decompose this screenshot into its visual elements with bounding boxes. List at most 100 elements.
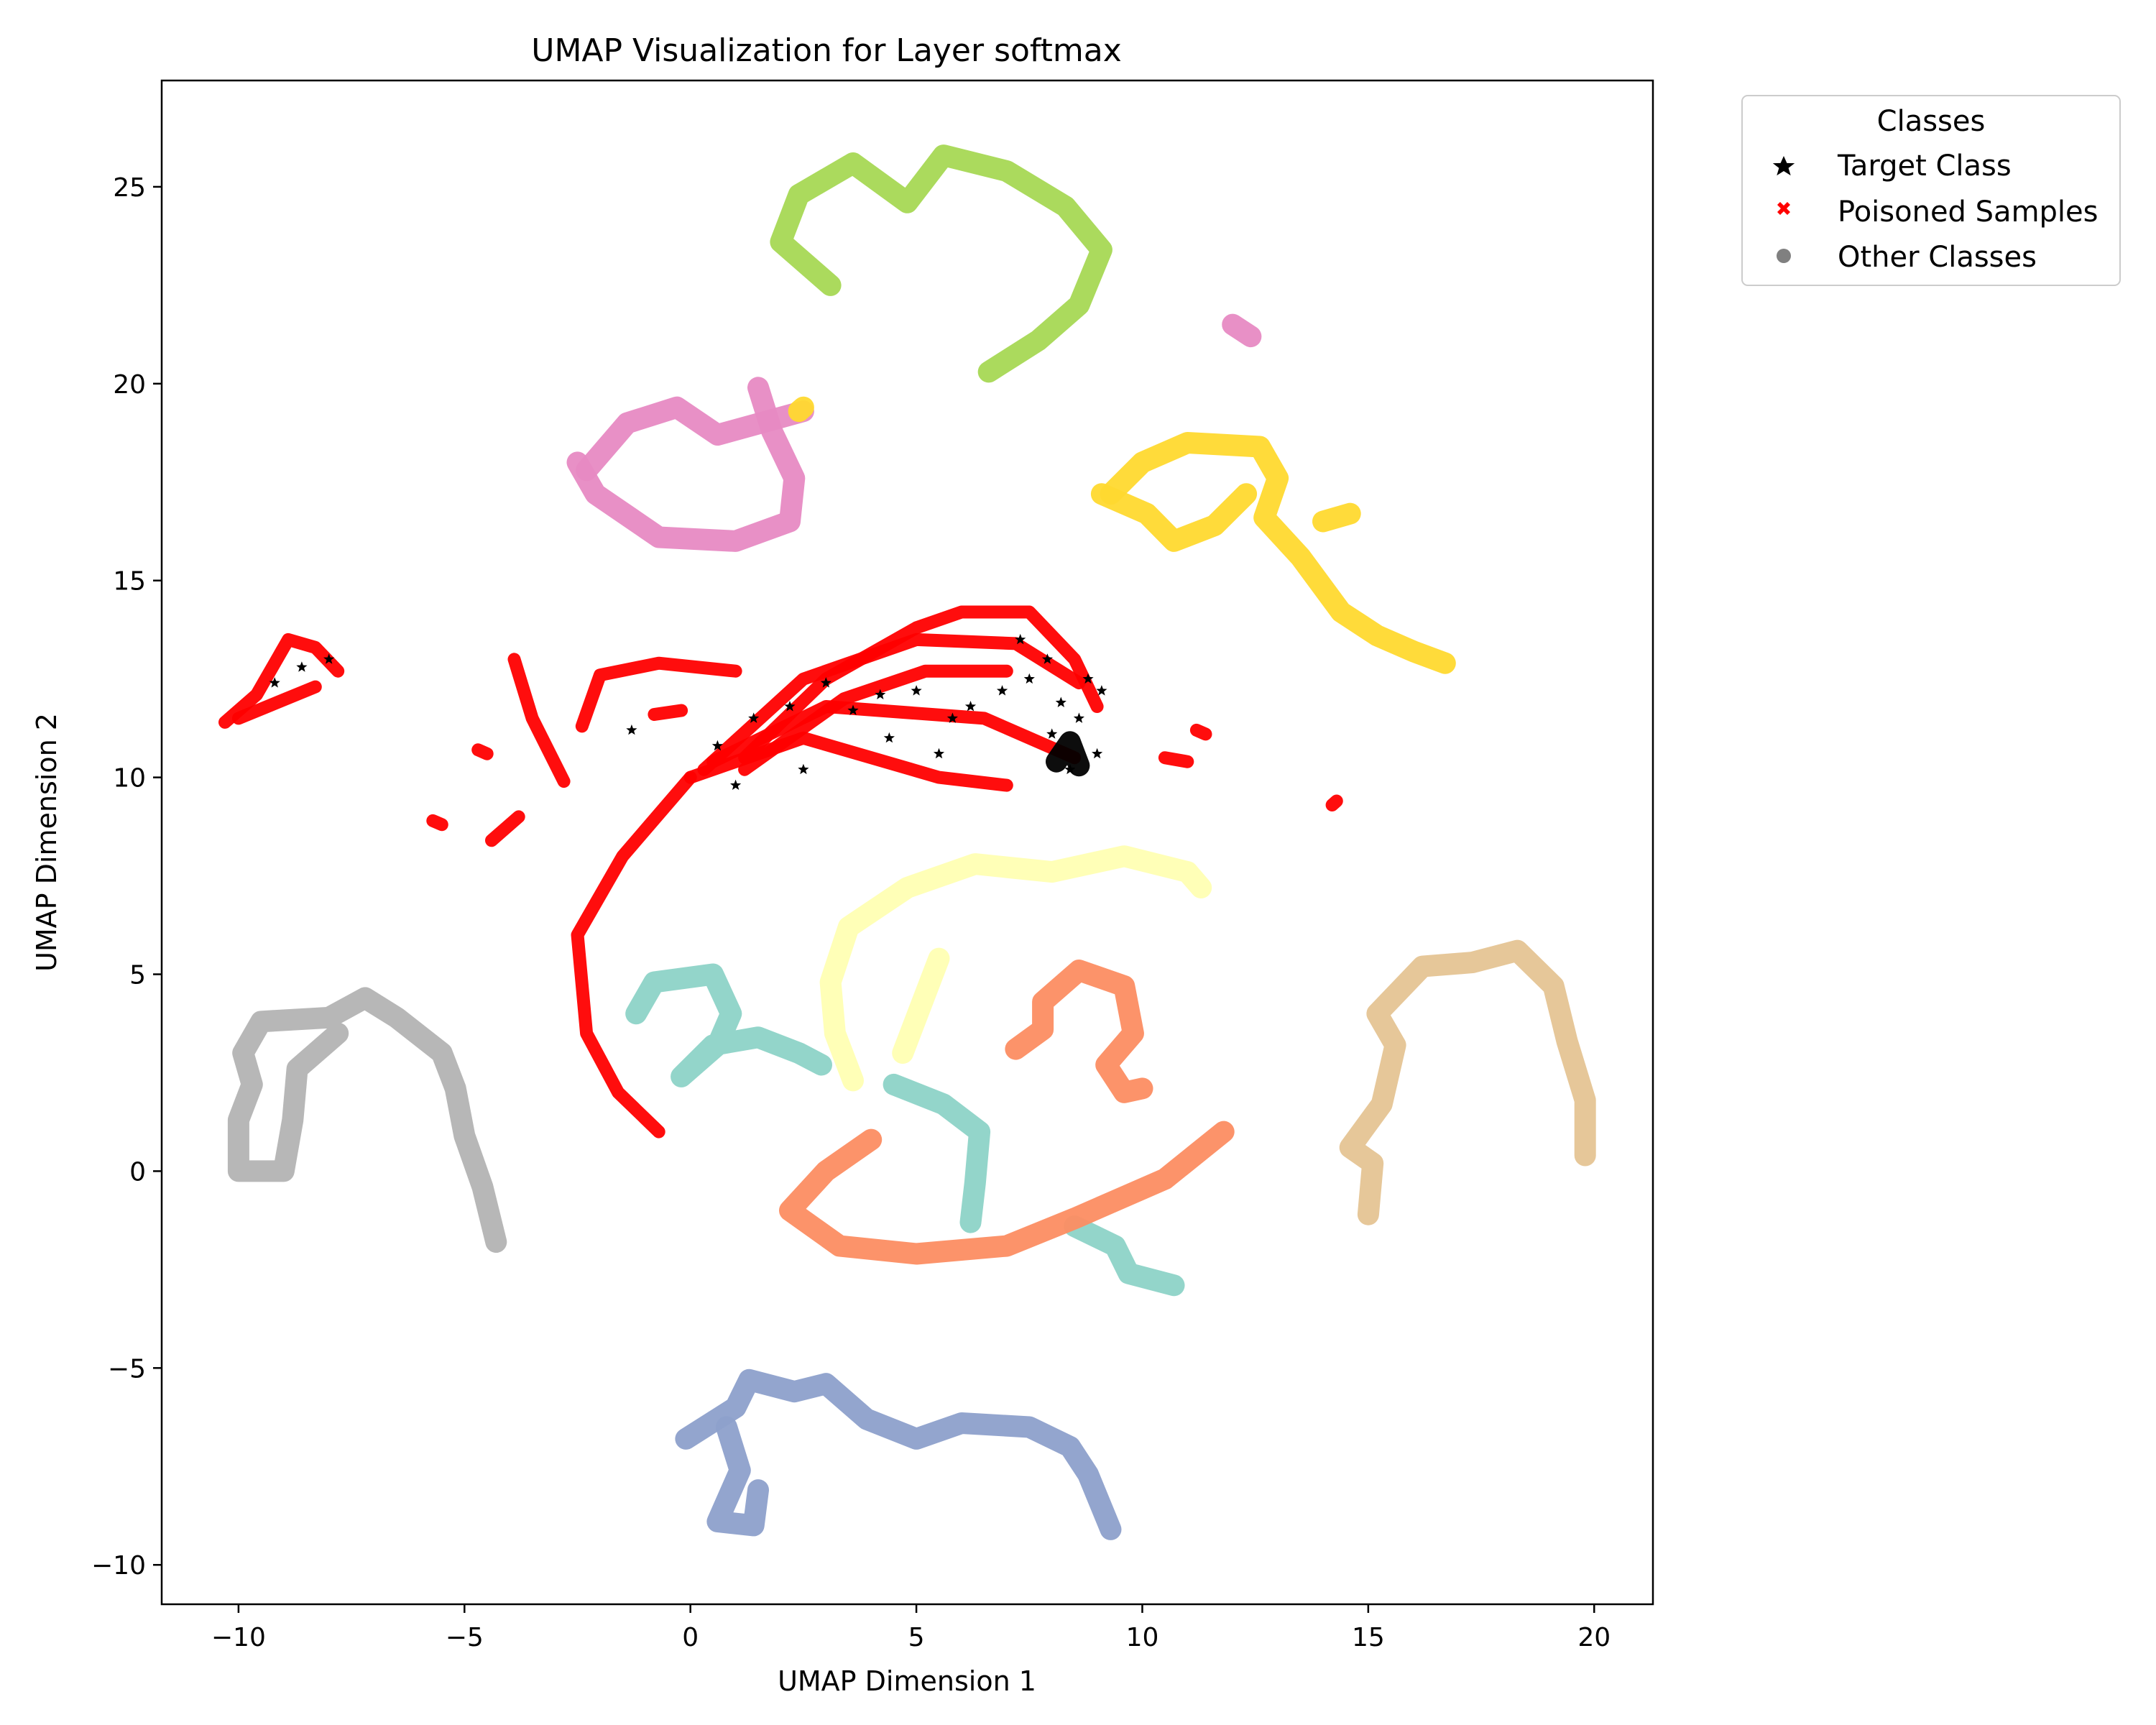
target-class-point-12 bbox=[1041, 653, 1053, 664]
target-class-point-19 bbox=[1092, 748, 1103, 759]
y-axis: −10 −5 0 5 10 15 20 25 bbox=[91, 173, 162, 1581]
target-class-point-2 bbox=[323, 653, 335, 664]
circle-marker-icon bbox=[1777, 249, 1791, 263]
series-7-stroke-0 bbox=[1046, 731, 1090, 777]
target-class-point-3 bbox=[748, 712, 760, 723]
series-9-stroke-2 bbox=[1064, 1215, 1185, 1297]
series-5-stroke-7 bbox=[697, 632, 1086, 776]
series-8-stroke-0 bbox=[819, 845, 1212, 1092]
series-5-stroke-6 bbox=[683, 731, 1013, 792]
series-12-stroke-0 bbox=[227, 987, 507, 1253]
series-1 bbox=[566, 377, 814, 552]
legend-item-target-class: Target Class bbox=[1772, 150, 2012, 183]
series-6-stroke-2 bbox=[485, 810, 525, 847]
target-class-point-15 bbox=[1096, 685, 1107, 696]
series-13-stroke-0 bbox=[675, 1368, 1122, 1540]
target-class-point-1 bbox=[296, 661, 308, 672]
series-6-stroke-3 bbox=[1158, 751, 1194, 768]
target-class-point-23 bbox=[730, 779, 742, 790]
series-6 bbox=[426, 723, 1343, 847]
series-10 bbox=[779, 960, 1235, 1265]
x-tick-label-0: −10 bbox=[211, 1623, 266, 1652]
series-5-stroke-1 bbox=[575, 656, 742, 733]
target-class-point-4 bbox=[784, 701, 796, 712]
legend-label-other-classes: Other Classes bbox=[1838, 241, 2037, 274]
y-tick-label-4: 10 bbox=[113, 764, 146, 794]
x-marker-icon bbox=[1777, 202, 1790, 215]
series-9-stroke-0 bbox=[625, 963, 832, 1087]
series-8 bbox=[819, 845, 1212, 1092]
series-11 bbox=[1339, 939, 1596, 1225]
series-12 bbox=[227, 987, 507, 1253]
legend: Classes Target Class Poisoned Samples Ot… bbox=[1741, 95, 2121, 286]
target-class-point-6 bbox=[847, 704, 859, 715]
x-tick-label-3: 5 bbox=[908, 1623, 925, 1652]
series-4-stroke-0 bbox=[218, 632, 345, 729]
series-3-stroke-2 bbox=[1312, 502, 1361, 533]
chart-title: UMAP Visualization for Layer softmax bbox=[531, 32, 1122, 69]
legend-item-poisoned-samples: Poisoned Samples bbox=[1777, 196, 2098, 229]
target-class-point-24 bbox=[711, 740, 723, 751]
target-class-point-20 bbox=[883, 732, 895, 743]
series-9 bbox=[625, 963, 1185, 1297]
legend-title: Classes bbox=[1877, 105, 1986, 138]
legend-frame bbox=[1741, 95, 2121, 286]
series-3-stroke-0 bbox=[1100, 432, 1456, 674]
series-10-stroke-1 bbox=[779, 1121, 1235, 1265]
series-7 bbox=[1046, 731, 1090, 777]
series-14 bbox=[788, 396, 814, 423]
x-tick-label-4: 10 bbox=[1126, 1623, 1159, 1652]
series-1-stroke-0 bbox=[566, 377, 806, 552]
target-class-point-5 bbox=[820, 677, 831, 688]
series-3-stroke-1 bbox=[1090, 483, 1258, 552]
legend-item-other-classes: Other Classes bbox=[1777, 241, 2037, 274]
target-class-stars bbox=[269, 633, 1107, 790]
target-class-point-0 bbox=[269, 677, 280, 688]
target-class-point-14 bbox=[1082, 673, 1094, 684]
plot-data bbox=[218, 144, 1596, 1540]
series-13 bbox=[675, 1368, 1122, 1540]
target-class-point-11 bbox=[1015, 633, 1026, 645]
y-tick-label-2: 0 bbox=[129, 1157, 146, 1187]
target-class-point-9 bbox=[946, 712, 958, 723]
target-class-point-17 bbox=[1046, 728, 1058, 739]
series-3 bbox=[1090, 432, 1456, 674]
plot-frame bbox=[160, 79, 1654, 1606]
series-2 bbox=[1222, 313, 1262, 348]
target-class-point-27 bbox=[1023, 673, 1035, 684]
y-tick-label-0: −10 bbox=[91, 1551, 146, 1581]
series-13-stroke-1 bbox=[706, 1416, 769, 1537]
series-4 bbox=[218, 632, 345, 729]
series-5-stroke-2 bbox=[648, 704, 688, 721]
series-5-stroke-4 bbox=[738, 664, 1013, 776]
target-class-point-21 bbox=[933, 748, 945, 759]
series-5-stroke-8 bbox=[571, 770, 697, 1138]
y-axis-label: UMAP Dimension 2 bbox=[31, 713, 63, 972]
x-tick-label-5: 15 bbox=[1352, 1623, 1385, 1652]
series-6-stroke-0 bbox=[426, 814, 448, 832]
series-1-stroke-1 bbox=[576, 396, 814, 482]
target-class-point-10 bbox=[964, 701, 977, 712]
series-4-stroke-1 bbox=[231, 680, 322, 725]
x-axis-label: UMAP Dimension 1 bbox=[778, 1665, 1036, 1697]
series-0-stroke-0 bbox=[770, 144, 1112, 383]
x-tick-label-6: 20 bbox=[1577, 1623, 1611, 1652]
series-8-stroke-1 bbox=[892, 947, 950, 1064]
series-6-stroke-5 bbox=[1325, 794, 1343, 811]
target-class-point-25 bbox=[626, 724, 637, 735]
star-icon bbox=[1772, 156, 1795, 176]
y-tick-label-6: 20 bbox=[113, 370, 146, 400]
target-class-point-16 bbox=[1073, 712, 1084, 723]
series-5-stroke-5 bbox=[706, 700, 1082, 768]
series-9-stroke-1 bbox=[883, 1073, 991, 1233]
series-6-stroke-1 bbox=[471, 743, 494, 760]
target-class-point-13 bbox=[1055, 696, 1067, 707]
target-class-point-26 bbox=[996, 685, 1008, 696]
x-tick-label-1: −5 bbox=[446, 1623, 484, 1652]
legend-label-poisoned-samples: Poisoned Samples bbox=[1838, 196, 2098, 229]
target-class-point-18 bbox=[1064, 763, 1076, 775]
legend-label-target-class: Target Class bbox=[1837, 150, 2012, 183]
y-tick-label-7: 25 bbox=[113, 173, 146, 203]
x-tick-label-2: 0 bbox=[682, 1623, 699, 1652]
